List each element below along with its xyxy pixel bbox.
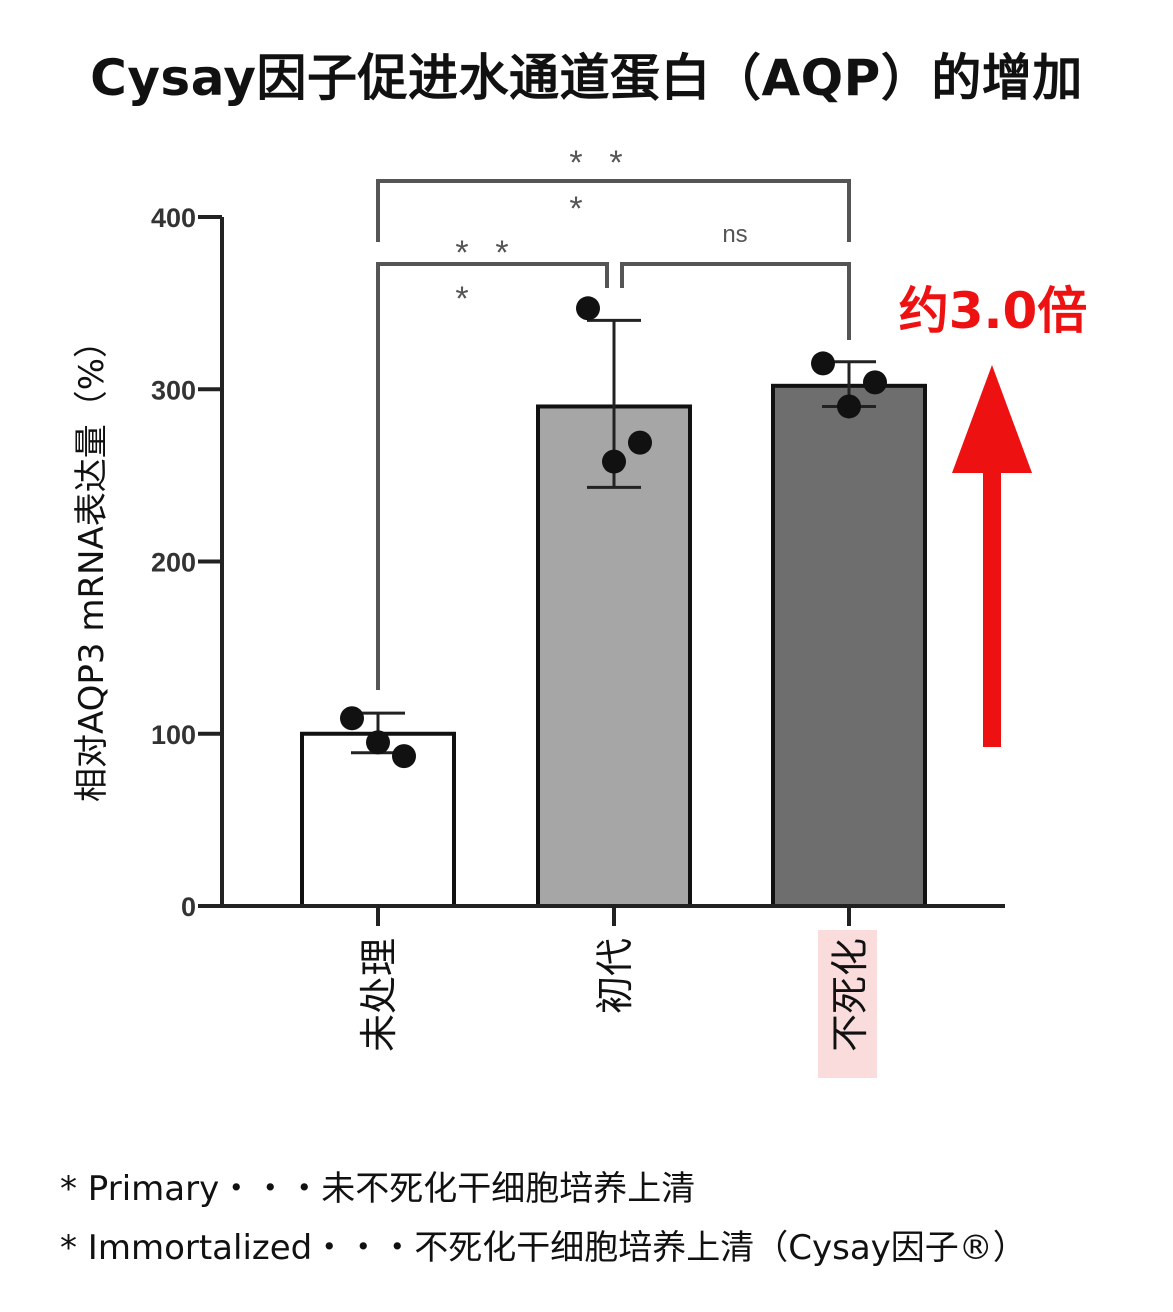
svg-text:*: * <box>455 280 468 318</box>
bar-0 <box>300 731 456 908</box>
svg-text:*: * <box>455 234 468 272</box>
significance-bracket-0-2 <box>376 179 851 242</box>
data-point-0-2 <box>392 744 416 769</box>
footnote-immortalized: * Immortalized・・・不死化干细胞培养上清（Cysay因子®） <box>60 1228 1027 1268</box>
data-point-1-0 <box>576 296 600 321</box>
significance-label-0-1: * * * <box>455 234 508 318</box>
y-tick-label-1: 100 <box>151 720 196 750</box>
y-tick-label-2: 200 <box>151 548 196 578</box>
data-point-1-1 <box>602 449 626 474</box>
svg-text:*: * <box>569 190 582 228</box>
chart-title: Cysay因子促进水通道蛋白（AQP）的增加 <box>90 49 1083 107</box>
significance-label-1-2: ns <box>722 221 747 248</box>
fold-change-annotation: 约3.0倍 <box>899 282 1088 340</box>
x-category-label-0: 未处理 <box>357 938 401 1052</box>
data-point-0-0 <box>340 706 364 731</box>
data-point-2-2 <box>863 370 887 395</box>
svg-text:*: * <box>569 144 582 182</box>
data-point-2-1 <box>837 394 861 419</box>
y-axis-label: 相对AQP3 mRNA表达量（%） <box>72 324 112 802</box>
significance-bracket-1-2 <box>620 262 851 340</box>
arrow-up-icon <box>952 365 1032 473</box>
y-axis-title: 相对AQP3 mRNA表达量（%） <box>72 324 112 802</box>
y-tick-label-0: 0 <box>181 892 196 922</box>
y-tick-label-4: 400 <box>151 203 196 233</box>
y-tick-label-3: 300 <box>151 375 196 405</box>
data-point-1-2 <box>628 430 652 455</box>
significance-bracket-0-1 <box>376 262 609 690</box>
footnotes: * Primary・・・未不死化干细胞培养上清 * Immortalized・・… <box>60 1160 1027 1278</box>
arrow-shaft <box>983 465 1001 747</box>
svg-text:*: * <box>495 234 508 272</box>
category-highlight <box>818 930 877 1078</box>
data-point-2-0 <box>811 351 835 376</box>
x-category-label-1: 初代 <box>593 938 637 1014</box>
footnote-primary: * Primary・・・未不死化干细胞培养上清 <box>60 1169 696 1209</box>
bar-2 <box>771 383 927 908</box>
svg-text:*: * <box>609 144 622 182</box>
x-category-label-2: 不死化 <box>828 938 872 1052</box>
significance-label-0-2: * * * <box>569 144 622 228</box>
data-point-0-1 <box>366 730 390 755</box>
